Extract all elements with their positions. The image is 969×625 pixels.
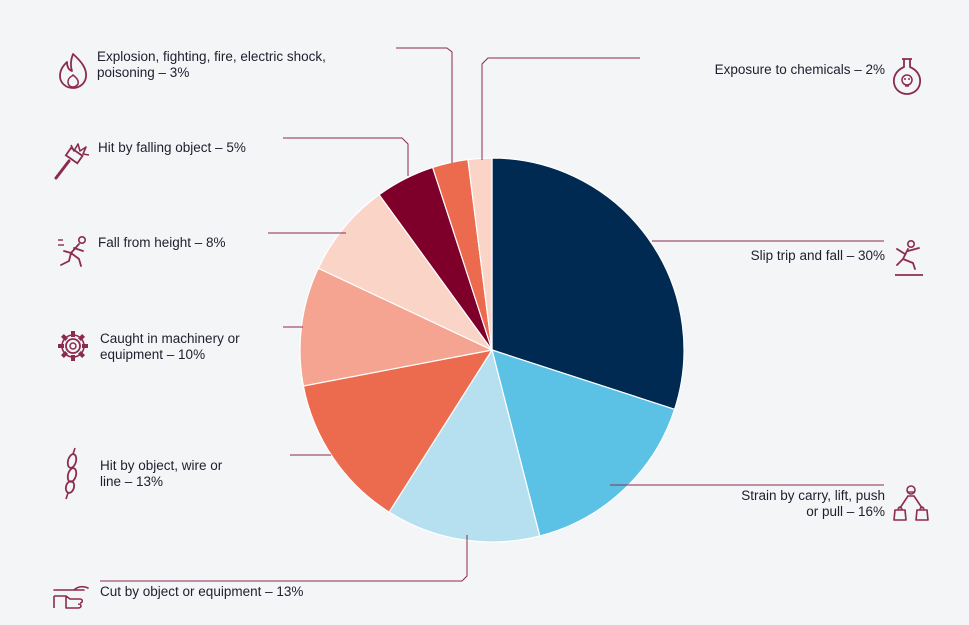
- pie-slice-exposure-to-chemicals: [467, 157, 493, 351]
- hammer-impact-icon: [54, 143, 90, 180]
- label-exposure-chemicals: Exposure to chemicals – 2%: [714, 62, 885, 77]
- lifting-person-icon: [893, 485, 929, 521]
- fire-icon: [59, 53, 87, 89]
- label-explosion-fire: Explosion, fighting, fire, electric shoc…: [97, 49, 326, 80]
- pie-slice-caught-in-machinery-or-equipment: [299, 267, 494, 387]
- leader-hit-falling-object: [283, 137, 409, 176]
- leader-explosion-fire: [396, 47, 453, 163]
- label-caught-machinery: Caught in machinery or equipment – 10%: [100, 331, 240, 362]
- label-hit-falling-object: Hit by falling object – 5%: [98, 140, 246, 155]
- label-hit-by-object: Hit by object, wire or line – 13%: [100, 458, 223, 489]
- pie-slice-cut-by-object-or-equipment: [388, 348, 541, 543]
- pie-slice-hit-by-object-wire-or-line: [302, 349, 494, 513]
- label-fall-from-height: Fall from height – 8%: [98, 235, 226, 250]
- falling-person-icon: [58, 236, 87, 267]
- gear-icon: [58, 331, 88, 361]
- chain-icon: [64, 447, 78, 500]
- slip-fall-icon: [895, 239, 923, 276]
- pie-slice-fall-from-height: [317, 193, 493, 351]
- pie-slice-slip-trip-and-fall: [491, 157, 685, 411]
- leader-cut-by-object: [100, 535, 468, 582]
- label-cut-by-object: Cut by object or equipment – 13%: [100, 584, 304, 599]
- label-strain: Strain by carry, lift, push or pull – 16…: [741, 488, 885, 519]
- cut-hand-icon: [53, 585, 89, 609]
- label-slip-trip-fall: Slip trip and fall – 30%: [750, 248, 885, 263]
- pie-slice-strain-by-carry-lift-push-or-pull: [491, 349, 676, 537]
- chemical-flask-icon: [892, 58, 922, 95]
- leader-exposure-chemicals: [481, 57, 640, 160]
